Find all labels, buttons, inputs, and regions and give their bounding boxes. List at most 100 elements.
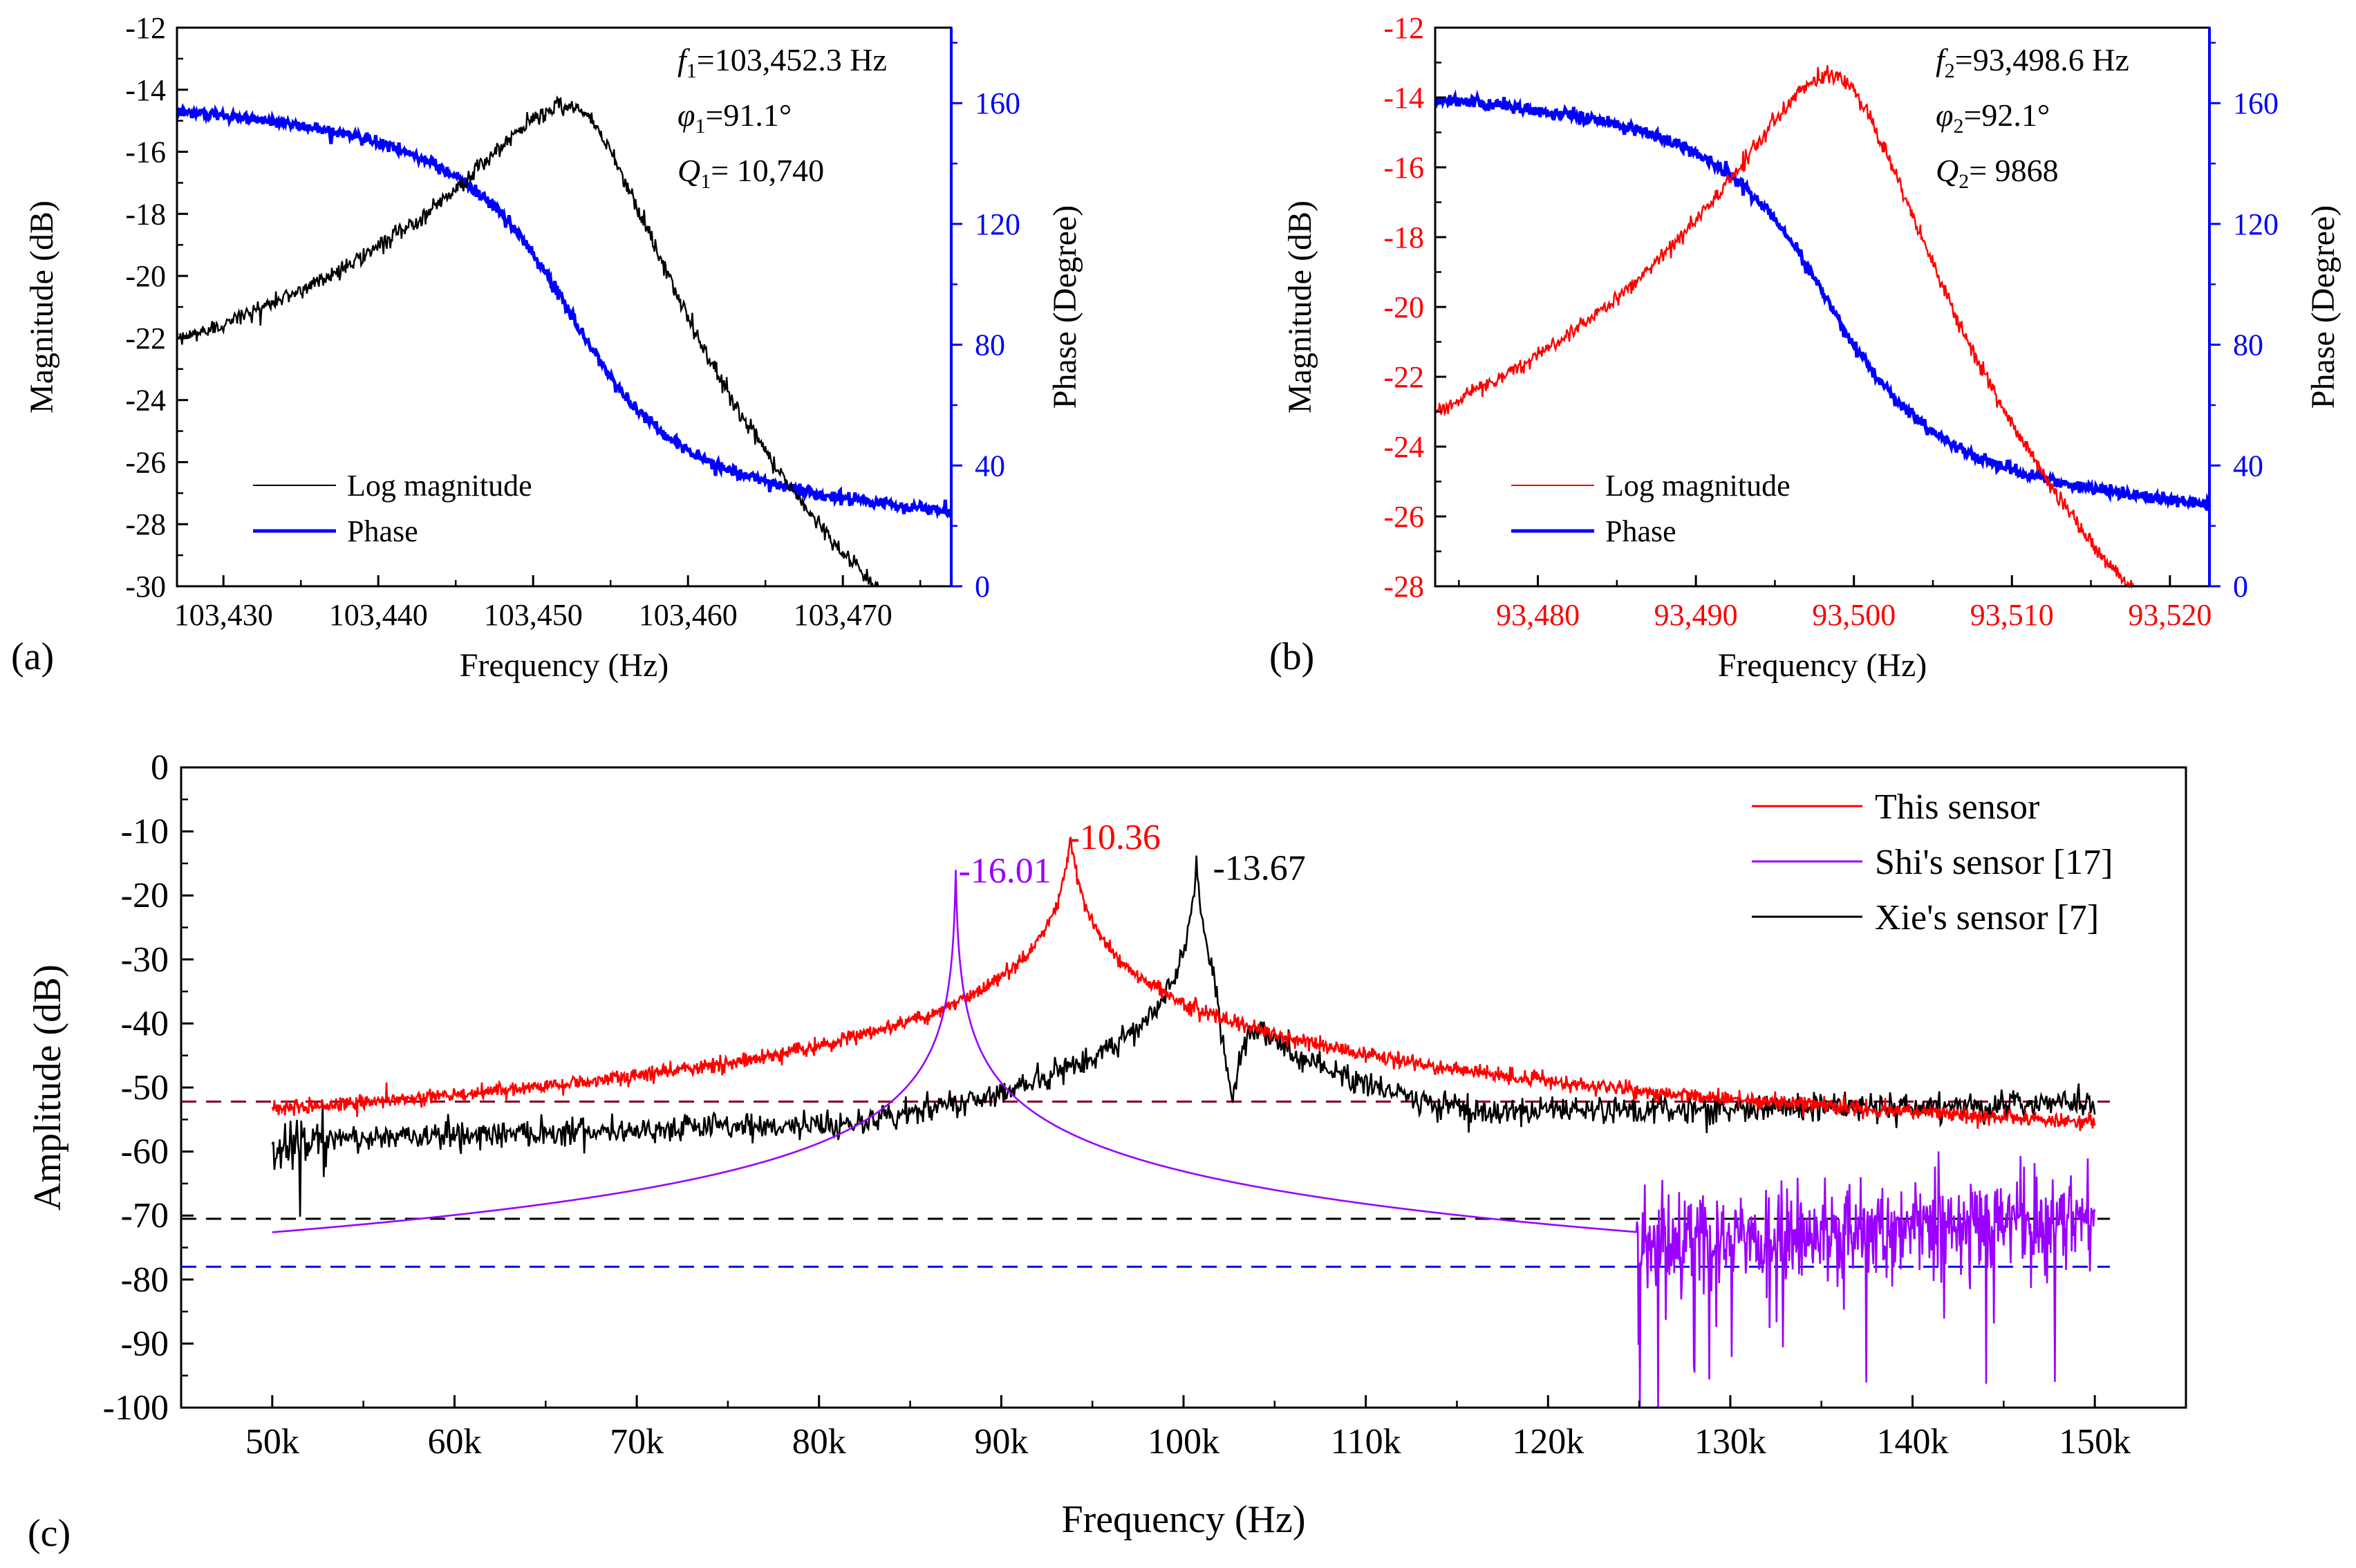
b-y-tick-label: -12 <box>1383 11 1424 45</box>
b-x-tick-label: 93,480 <box>1496 598 1580 632</box>
panel-c-peak-label-shi: -16.01 <box>958 851 1051 890</box>
panel-a-q-symbol: Q <box>677 153 700 188</box>
a-y-tick-label: -14 <box>125 73 166 107</box>
b-y2-tick-label: 0 <box>2233 570 2248 604</box>
panel-b-series <box>1434 65 2212 590</box>
c-y-tick-label: -100 <box>103 1388 169 1428</box>
panel-a-q-subscript: 1 <box>700 170 711 193</box>
panel-b: 93,480 93,490 93,500 93,510 93,520 -28 -26 -24… <box>1269 11 2341 684</box>
c-x-tick-label: 100k <box>1148 1422 1219 1462</box>
panel-a-frequency-annotation: f1=103,452.3 Hz <box>677 42 887 82</box>
a-y2-tick-label: 0 <box>975 570 990 604</box>
panel-b-legend-phase-label: Phase <box>1605 514 1676 548</box>
a-phase-curve <box>175 102 953 520</box>
panel-a-q-annotation: Q1= 10,740 <box>677 153 824 193</box>
panel-b-q-subscript: 2 <box>1958 170 1969 193</box>
panel-a-phi-symbol: φ <box>677 97 695 133</box>
c-y-tick-label: -60 <box>121 1132 169 1172</box>
panel-c-legend-xie-label: Xie's sensor [7] <box>1875 898 2099 937</box>
panel-b-y-axis-title: Magnitude (dB) <box>1282 200 1318 413</box>
c-y-tick-label: 0 <box>151 748 169 787</box>
a-x-tick-label: 103,470 <box>794 598 892 632</box>
panel-c-y-axis-title: Amplitude (dB) <box>26 964 69 1211</box>
b-y2-tick-label: 160 <box>2233 86 2279 120</box>
c-y-tick-label: -80 <box>121 1260 169 1300</box>
b-phase-curve <box>1434 89 2212 511</box>
b-x-tick-label: 93,510 <box>1970 598 2054 632</box>
panel-c-legend-shi-label: Shi's sensor [17] <box>1875 843 2113 882</box>
b-y-tick-label: -20 <box>1383 290 1424 324</box>
panel-b-phi-symbol: φ <box>1936 97 1953 133</box>
c-y-tick-label: -10 <box>121 812 169 852</box>
c-x-tick-label: 60k <box>427 1422 481 1462</box>
panel-b-label: (b) <box>1269 635 1314 678</box>
panel-b-f-value: =93,498.6 Hz <box>1955 42 2129 77</box>
a-y-tick-label: -18 <box>125 197 166 231</box>
panel-c-legend-this-label: This sensor <box>1875 787 2039 827</box>
b-y-tick-label: -26 <box>1383 500 1424 534</box>
c-x-tick-label: 120k <box>1512 1422 1584 1462</box>
b-y-tick-label: -14 <box>1383 81 1424 115</box>
panel-a-phi-value: =91.1° <box>705 97 792 133</box>
b-y-tick-label: -18 <box>1383 221 1424 254</box>
panel-a-q-value: = 10,740 <box>711 153 824 188</box>
a-y-tick-label: -24 <box>125 384 166 418</box>
panel-b-legend: Log magnitude Phase <box>1511 469 1791 548</box>
panel-b-x-axis-title: Frequency (Hz) <box>1718 647 1927 684</box>
a-y-tick-label: -22 <box>125 321 166 355</box>
panel-a: 103,430 103,440 103,450 103,460 103,470 -30-… <box>11 11 1083 684</box>
a-x-tick-label: 103,460 <box>639 598 738 632</box>
b-y-tick-label: -22 <box>1383 360 1424 394</box>
panel-b-legend-magnitude-label: Log magnitude <box>1605 469 1791 503</box>
c-x-tick-label: 150k <box>2059 1422 2131 1462</box>
panel-b-phi-value: =92.1° <box>1963 97 2050 133</box>
panel-a-f-subscript: 1 <box>686 59 697 82</box>
panel-a-legend-magnitude-label: Log magnitude <box>347 469 532 503</box>
c-this-curve <box>271 837 2096 1131</box>
panel-b-q-value: = 9868 <box>1969 153 2058 188</box>
b-y-tick-label: -16 <box>1383 151 1424 185</box>
b-x-tick-label: 93,490 <box>1654 598 1738 632</box>
a-y-tick-label: -16 <box>125 136 166 169</box>
c-x-tick-label: 80k <box>792 1422 846 1462</box>
b-y-tick-label: -28 <box>1383 570 1424 604</box>
panel-c-legend: This sensor Shi's sensor [17] Xie's sens… <box>1752 787 2113 937</box>
panel-a-legend-phase-label: Phase <box>347 514 418 548</box>
b-y2-tick-label: 80 <box>2233 328 2263 362</box>
panel-b-resonance-annotation: f2=93,498.6 Hz φ 2 =92.1° Q2= 9868 <box>1936 42 2129 193</box>
panel-b-q-annotation: Q2= 9868 <box>1936 153 2059 193</box>
panel-a-f-value: =103,452.3 Hz <box>697 42 887 77</box>
panel-a-y-axis-title: Magnitude (dB) <box>24 200 60 413</box>
panel-b-frequency-annotation: f2=93,498.6 Hz <box>1936 42 2129 82</box>
a-y2-tick-label: 120 <box>975 207 1020 241</box>
c-x-tick-label: 90k <box>974 1422 1028 1462</box>
panel-c-y-axis: 0 -10 -20 -30 -40 -50 -60 -70 -80 -90 -100 <box>103 748 194 1428</box>
b-y2-tick-label: 40 <box>2233 449 2263 483</box>
c-x-tick-label: 130k <box>1694 1422 1766 1462</box>
panel-a-phi-subscript: 1 <box>695 115 705 138</box>
a-y-tick-label: -30 <box>125 570 166 604</box>
panel-a-x-axis-title: Frequency (Hz) <box>460 647 669 684</box>
a-magnitude-curve <box>176 95 951 588</box>
panel-b-f-subscript: 2 <box>1945 59 1955 82</box>
panel-c: 50k 60k 70k 80k 90k 100k 110k 120k 130k 140k 150k … <box>26 748 2187 1555</box>
a-x-tick-label: 103,440 <box>329 598 428 632</box>
a-y-tick-label: -20 <box>125 259 166 293</box>
b-y2-tick-label: 120 <box>2233 207 2279 241</box>
panel-a-y2-axis: 0 40 80 120 160 <box>950 28 1020 604</box>
panel-a-label: (a) <box>11 635 54 678</box>
panel-c-series <box>271 837 2096 1408</box>
panel-a-y2-axis-title: Phase (Degree) <box>1047 205 1083 409</box>
a-y2-tick-label: 160 <box>975 86 1020 120</box>
a-y-tick-label: -28 <box>125 507 166 541</box>
b-x-tick-label: 93,500 <box>1812 598 1896 632</box>
c-y-tick-label: -90 <box>121 1324 169 1363</box>
c-y-tick-label: -20 <box>121 876 169 915</box>
panel-b-x-axis: 93,480 93,490 93,500 93,510 93,520 <box>1458 575 2212 632</box>
panel-a-y-axis: -30 -28 -26 -24 -22 -20 -18 -16 -14 -12 <box>125 11 188 604</box>
b-x-tick-label: 93,520 <box>2128 598 2212 632</box>
a-y-tick-label: -26 <box>125 445 166 479</box>
panel-a-resonance-annotation: f1=103,452.3 Hz φ1=91.1° Q1= 10,740 <box>677 42 887 193</box>
